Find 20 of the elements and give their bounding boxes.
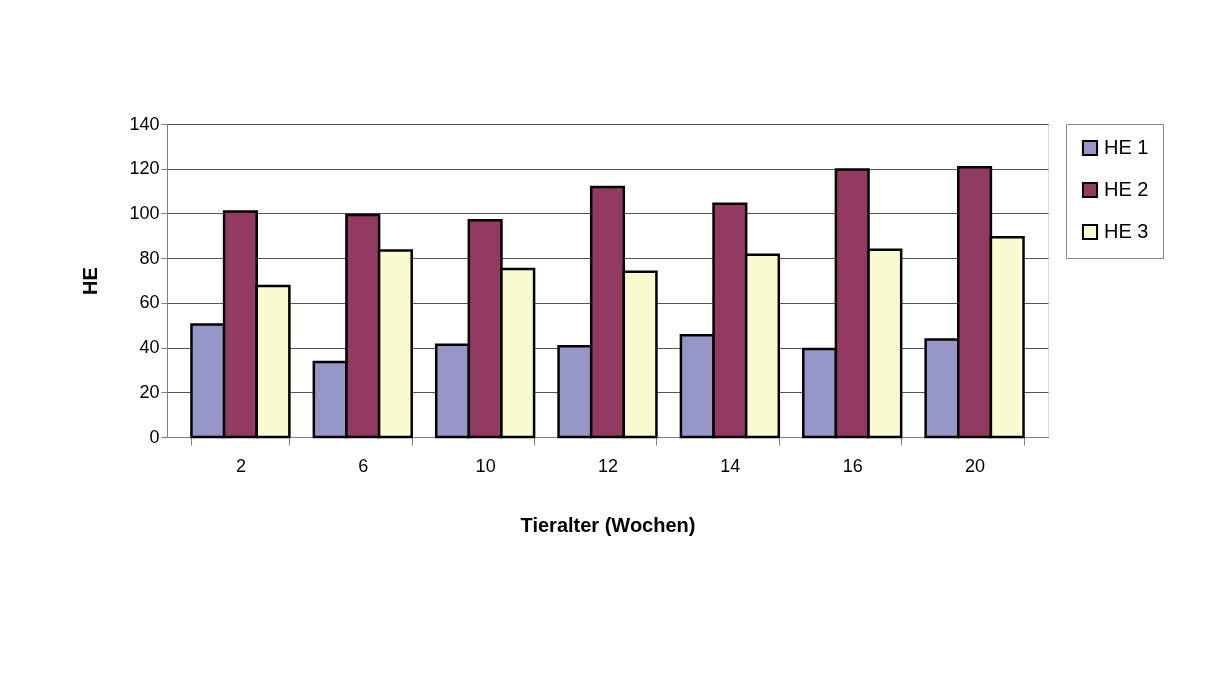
y-tick-label: 0 [149,426,160,447]
y-axis-title: HE [79,267,102,295]
y-tick-label: 140 [129,113,160,134]
x-tick-label: 12 [597,455,619,476]
x-tick-label: 16 [842,455,863,476]
legend-label: HE 2 [1104,178,1149,200]
y-tick-label: 80 [139,247,160,268]
x-tick-label: 20 [965,455,986,476]
y-tick-label: 120 [129,158,160,179]
x-tick-label: 10 [475,455,496,476]
y-tick-label: 100 [129,202,160,223]
x-tick-label: 14 [720,455,741,476]
y-tick-label: 40 [139,337,160,358]
x-tick-label: 2 [235,455,246,476]
legend-label: HE 1 [1104,136,1149,158]
x-tick-label: 6 [358,455,369,476]
legend-label: HE 3 [1104,220,1149,242]
y-tick-label: 20 [139,381,160,402]
y-tick-label: 60 [139,292,160,313]
x-axis-title: Tieralter (Wochen) [520,513,696,536]
